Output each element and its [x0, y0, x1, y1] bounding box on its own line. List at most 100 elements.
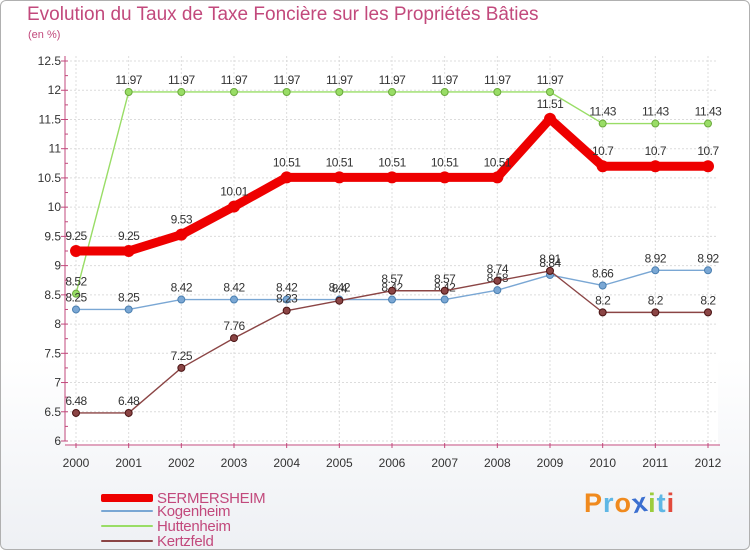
x-tick-label: 2005	[326, 456, 353, 470]
data-label-huttenheim: 11.97	[115, 73, 142, 87]
data-point-kogenheim	[73, 306, 80, 313]
data-point-kogenheim	[178, 296, 185, 303]
data-label-sermersheim: 10.7	[592, 144, 614, 158]
data-point-kogenheim	[389, 296, 396, 303]
plot-area	[66, 56, 718, 446]
data-label-sermersheim: 11.51	[537, 97, 564, 111]
data-point-huttenheim	[336, 88, 343, 95]
x-tick-label: 2009	[537, 456, 564, 470]
logo-letter: t	[657, 488, 667, 519]
data-label-kertzfeld: 8.91	[539, 252, 561, 266]
data-point-huttenheim	[494, 88, 501, 95]
data-label-sermersheim: 9.25	[65, 229, 87, 243]
proxiti-logo: Proxiti	[584, 488, 675, 519]
line-chart: 66.577.588.599.51010.51111.51212.52000 20…	[1, 1, 749, 549]
data-point-sermersheim	[491, 171, 503, 183]
data-point-kertzfeld	[283, 307, 290, 314]
data-label-sermersheim: 9.25	[118, 229, 140, 243]
data-label-sermersheim: 10.7	[697, 144, 719, 158]
data-label-huttenheim: 11.97	[168, 73, 195, 87]
y-tick-label: 10	[48, 200, 62, 214]
data-point-sermersheim	[649, 160, 661, 172]
data-label-sermersheim: 10.51	[431, 155, 459, 169]
data-point-huttenheim	[125, 88, 132, 95]
data-point-kertzfeld	[73, 409, 80, 416]
y-tick-label: 9.5	[44, 229, 61, 243]
data-label-kogenheim: 8.92	[645, 251, 667, 265]
data-label-kogenheim: 8.25	[65, 290, 87, 304]
data-label-sermersheim: 10.51	[273, 155, 301, 169]
data-label-kertzfeld: 8.74	[487, 262, 509, 276]
data-label-sermersheim: 10.7	[645, 144, 667, 158]
legend-item-kertzfeld: Kertzfeld	[101, 533, 214, 549]
data-label-huttenheim: 11.43	[695, 105, 722, 119]
data-point-sermersheim	[702, 160, 714, 172]
data-point-huttenheim	[652, 120, 659, 127]
data-point-huttenheim	[178, 88, 185, 95]
data-label-huttenheim: 11.97	[326, 73, 353, 87]
data-point-kogenheim	[231, 296, 238, 303]
data-label-kertzfeld: 8.23	[276, 292, 298, 306]
data-point-huttenheim	[231, 88, 238, 95]
data-point-sermersheim	[123, 245, 135, 257]
x-tick-label: 2007	[431, 456, 458, 470]
data-point-huttenheim	[599, 120, 606, 127]
data-label-kertzfeld: 8.57	[434, 272, 456, 286]
data-point-sermersheim	[597, 160, 609, 172]
data-point-sermersheim	[175, 229, 187, 241]
data-label-huttenheim: 11.97	[379, 73, 406, 87]
data-label-huttenheim: 11.97	[431, 73, 458, 87]
data-label-sermersheim: 10.51	[326, 155, 354, 169]
data-point-sermersheim	[439, 171, 451, 183]
data-point-kogenheim	[652, 267, 659, 274]
data-label-kogenheim: 8.66	[592, 266, 614, 280]
data-point-kogenheim	[125, 306, 132, 313]
data-label-huttenheim: 11.97	[273, 73, 300, 87]
y-tick-label: 7	[54, 376, 61, 390]
data-point-kogenheim	[494, 287, 501, 294]
data-point-kogenheim	[705, 267, 712, 274]
data-point-kertzfeld	[652, 309, 659, 316]
data-point-huttenheim	[441, 88, 448, 95]
data-point-kertzfeld	[336, 297, 343, 304]
data-point-sermersheim	[333, 171, 345, 183]
data-point-kertzfeld	[441, 287, 448, 294]
x-tick-label: 2003	[221, 456, 248, 470]
data-label-kertzfeld: 8.57	[381, 272, 403, 286]
data-label-kertzfeld: 8.2	[648, 293, 664, 307]
data-point-kertzfeld	[389, 287, 396, 294]
data-label-kertzfeld: 8.2	[700, 293, 716, 307]
data-point-kertzfeld	[599, 309, 606, 316]
data-label-kertzfeld: 8.2	[595, 293, 611, 307]
data-label-huttenheim: 11.43	[589, 105, 616, 119]
legend-swatch-huttenheim	[101, 525, 153, 527]
x-tick-label: 2000	[63, 456, 90, 470]
data-point-kertzfeld	[705, 309, 712, 316]
logo-letter: i	[667, 488, 676, 519]
data-point-kertzfeld	[178, 364, 185, 371]
data-point-kogenheim	[599, 282, 606, 289]
y-tick-label: 6.5	[44, 405, 61, 419]
y-tick-label: 12.5	[38, 54, 62, 68]
legend-swatch-kogenheim	[101, 510, 153, 512]
data-label-huttenheim: 11.97	[537, 73, 564, 87]
y-tick-label: 8.5	[44, 288, 61, 302]
data-point-kogenheim	[441, 296, 448, 303]
x-tick-label: 2002	[168, 456, 195, 470]
data-label-sermersheim: 10.01	[220, 185, 248, 199]
x-tick-label: 2008	[484, 456, 511, 470]
data-label-sermersheim: 10.51	[378, 155, 406, 169]
y-tick-label: 8	[54, 317, 61, 331]
x-tick-label: 2001	[115, 456, 142, 470]
data-point-sermersheim	[70, 245, 82, 257]
data-point-kertzfeld	[231, 335, 238, 342]
data-label-kertzfeld: 7.25	[171, 349, 193, 363]
x-tick-label: 2012	[695, 456, 722, 470]
y-tick-label: 6	[54, 434, 61, 448]
data-label-kogenheim: 8.42	[223, 281, 245, 295]
data-point-sermersheim	[281, 171, 293, 183]
y-tick-label: 9	[54, 259, 61, 273]
x-tick-label: 2011	[642, 456, 668, 470]
y-tick-label: 12	[48, 83, 62, 97]
data-label-kogenheim: 8.42	[171, 281, 193, 295]
